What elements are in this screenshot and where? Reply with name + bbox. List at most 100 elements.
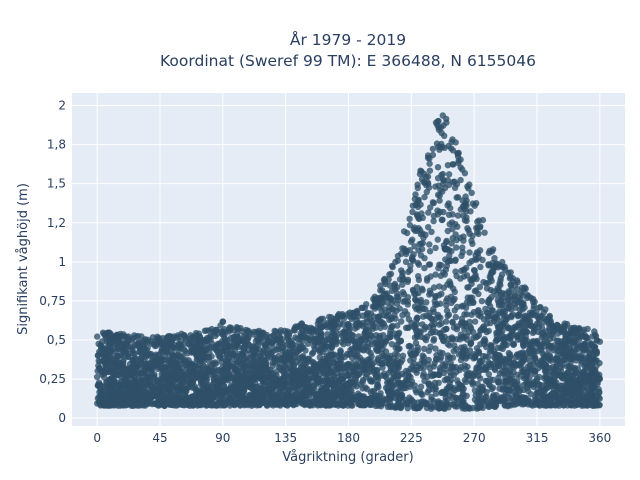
scatter-point bbox=[208, 353, 215, 360]
scatter-point bbox=[429, 151, 437, 159]
scatter-point bbox=[434, 207, 441, 214]
scatter-point bbox=[440, 242, 448, 249]
scatter-point bbox=[568, 326, 575, 334]
scatter-point bbox=[406, 221, 414, 229]
scatter-point bbox=[593, 348, 600, 355]
scatter-point bbox=[516, 354, 523, 361]
scatter-point bbox=[581, 341, 588, 348]
scatter-point bbox=[219, 347, 226, 355]
scatter-point bbox=[512, 282, 519, 289]
scatter-point bbox=[117, 332, 125, 340]
scatter-point bbox=[212, 392, 219, 399]
scatter-point bbox=[463, 392, 470, 399]
scatter-point bbox=[591, 328, 598, 335]
scatter-point bbox=[481, 229, 488, 236]
scatter-point bbox=[583, 378, 590, 385]
scatter-point bbox=[444, 401, 451, 408]
scatter-point bbox=[563, 352, 570, 360]
scatter-point bbox=[355, 338, 363, 345]
scatter-point bbox=[452, 313, 459, 321]
scatter-point bbox=[558, 394, 566, 401]
scatter-point bbox=[288, 340, 295, 347]
scatter-point bbox=[500, 307, 507, 314]
scatter-point bbox=[304, 340, 312, 347]
scatter-point bbox=[225, 364, 232, 372]
scatter-point bbox=[453, 346, 460, 353]
scatter-point bbox=[565, 375, 573, 382]
scatter-point bbox=[430, 337, 437, 344]
scatter-point bbox=[406, 267, 414, 274]
scatter-point bbox=[245, 400, 252, 408]
scatter-point bbox=[484, 353, 492, 361]
scatter-point bbox=[539, 387, 546, 394]
scatter-point bbox=[146, 360, 153, 367]
scatter-point bbox=[443, 376, 450, 383]
scatter-point bbox=[415, 247, 422, 254]
scatter-point bbox=[455, 351, 463, 358]
scatter-point bbox=[398, 267, 405, 274]
scatter-point bbox=[463, 272, 471, 279]
scatter-point bbox=[540, 343, 548, 350]
scatter-point bbox=[359, 377, 367, 384]
scatter-point bbox=[459, 244, 466, 251]
scatter-point bbox=[426, 313, 433, 320]
scatter-point bbox=[471, 318, 479, 325]
scatter-point bbox=[282, 373, 289, 380]
scatter-point bbox=[569, 332, 576, 340]
scatter-point bbox=[448, 219, 456, 226]
scatter-point bbox=[490, 268, 497, 276]
scatter-point bbox=[390, 374, 397, 381]
scatter-point bbox=[487, 262, 494, 269]
scatter-point bbox=[406, 394, 413, 401]
scatter-point bbox=[421, 345, 428, 352]
scatter-point bbox=[154, 335, 161, 342]
scatter-point bbox=[432, 390, 440, 397]
scatter-point bbox=[100, 369, 107, 376]
scatter-point bbox=[420, 313, 427, 320]
scatter-point bbox=[425, 209, 432, 216]
scatter-point bbox=[301, 333, 308, 340]
scatter-point bbox=[457, 320, 465, 327]
scatter-point bbox=[447, 372, 455, 379]
scatter-point bbox=[459, 166, 466, 173]
scatter-point bbox=[432, 384, 439, 391]
scatter-point bbox=[419, 391, 426, 398]
scatter-point bbox=[310, 367, 317, 374]
scatter-point bbox=[337, 355, 344, 362]
scatter-point bbox=[326, 368, 333, 375]
scatter-point bbox=[593, 337, 600, 344]
scatter-point bbox=[478, 297, 486, 305]
scatter-point bbox=[401, 245, 408, 253]
scatter-point bbox=[213, 402, 220, 409]
scatter-point bbox=[407, 343, 415, 351]
scatter-point bbox=[336, 377, 343, 385]
scatter-point bbox=[354, 313, 362, 320]
scatter-point bbox=[404, 294, 412, 301]
scatter-point bbox=[327, 362, 335, 370]
scatter-point bbox=[397, 337, 405, 344]
scatter-point bbox=[521, 284, 528, 291]
scatter-point bbox=[527, 358, 534, 365]
scatter-point bbox=[414, 181, 421, 188]
scatter-point bbox=[351, 338, 358, 345]
scatter-point bbox=[298, 368, 306, 375]
scatter-point bbox=[394, 296, 402, 304]
scatter-point bbox=[389, 263, 396, 271]
scatter-point bbox=[576, 336, 583, 343]
scatter-point bbox=[324, 355, 331, 362]
scatter-point bbox=[409, 236, 416, 243]
scatter-point bbox=[516, 306, 524, 313]
scatter-point bbox=[486, 376, 494, 383]
scatter-point bbox=[319, 341, 327, 349]
scatter-point bbox=[496, 280, 503, 287]
scatter-point bbox=[151, 360, 158, 367]
scatter-point bbox=[475, 392, 483, 399]
scatter-point bbox=[436, 197, 443, 204]
scatter-point bbox=[539, 392, 546, 399]
scatter-point bbox=[292, 334, 299, 341]
scatter-point bbox=[135, 382, 143, 389]
scatter-point bbox=[508, 361, 515, 369]
scatter-point bbox=[469, 240, 476, 247]
scatter-point bbox=[547, 401, 555, 408]
scatter-point bbox=[223, 341, 230, 348]
